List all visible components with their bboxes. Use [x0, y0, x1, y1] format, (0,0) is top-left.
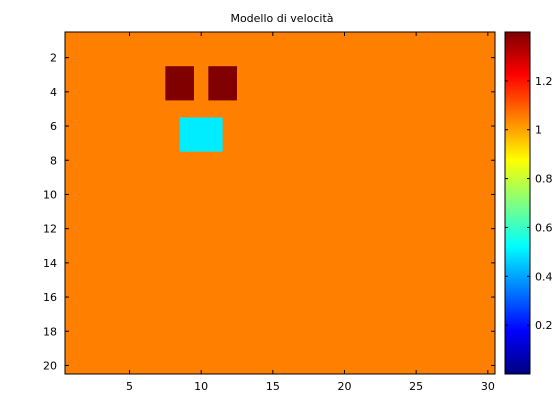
- heatmap-background: [65, 32, 495, 374]
- y-tick-label: 6: [50, 120, 57, 133]
- x-tick-label: 20: [338, 380, 352, 393]
- x-tick-label: 10: [194, 380, 208, 393]
- y-tick-label: 14: [43, 257, 57, 270]
- x-tick-label: 30: [481, 380, 495, 393]
- x-tick-label: 25: [409, 380, 423, 393]
- y-tick-label: 12: [43, 223, 57, 236]
- y-tick-label: 8: [50, 154, 57, 167]
- colorbar-gradient: [505, 32, 530, 374]
- y-tick-label: 16: [43, 291, 57, 304]
- heatmap-cells: [65, 32, 495, 374]
- y-tick-label: 20: [43, 359, 57, 372]
- low-velocity-block: [180, 118, 223, 152]
- y-tick-label: 10: [43, 188, 57, 201]
- high-velocity-block-1: [165, 66, 194, 100]
- chart-title: Modello di velocità: [230, 12, 333, 25]
- colorbar-tick-label: 1: [535, 124, 542, 137]
- x-tick-label: 15: [266, 380, 280, 393]
- colorbar-tick-label: 0.4: [535, 270, 553, 283]
- y-tick-label: 18: [43, 325, 57, 338]
- y-tick-label: 2: [50, 52, 57, 65]
- high-velocity-block-2: [208, 66, 237, 100]
- colorbar-tick-label: 0.2: [535, 319, 553, 332]
- colorbar-tick-label: 0.6: [535, 221, 553, 234]
- colorbar: 0.2 0.4 0.6 0.8 1 1.2: [505, 32, 553, 374]
- x-tick-label: 5: [126, 380, 133, 393]
- colorbar-tick-label: 0.8: [535, 173, 553, 186]
- y-tick-label: 4: [50, 86, 57, 99]
- colorbar-tick-label: 1.2: [535, 75, 553, 88]
